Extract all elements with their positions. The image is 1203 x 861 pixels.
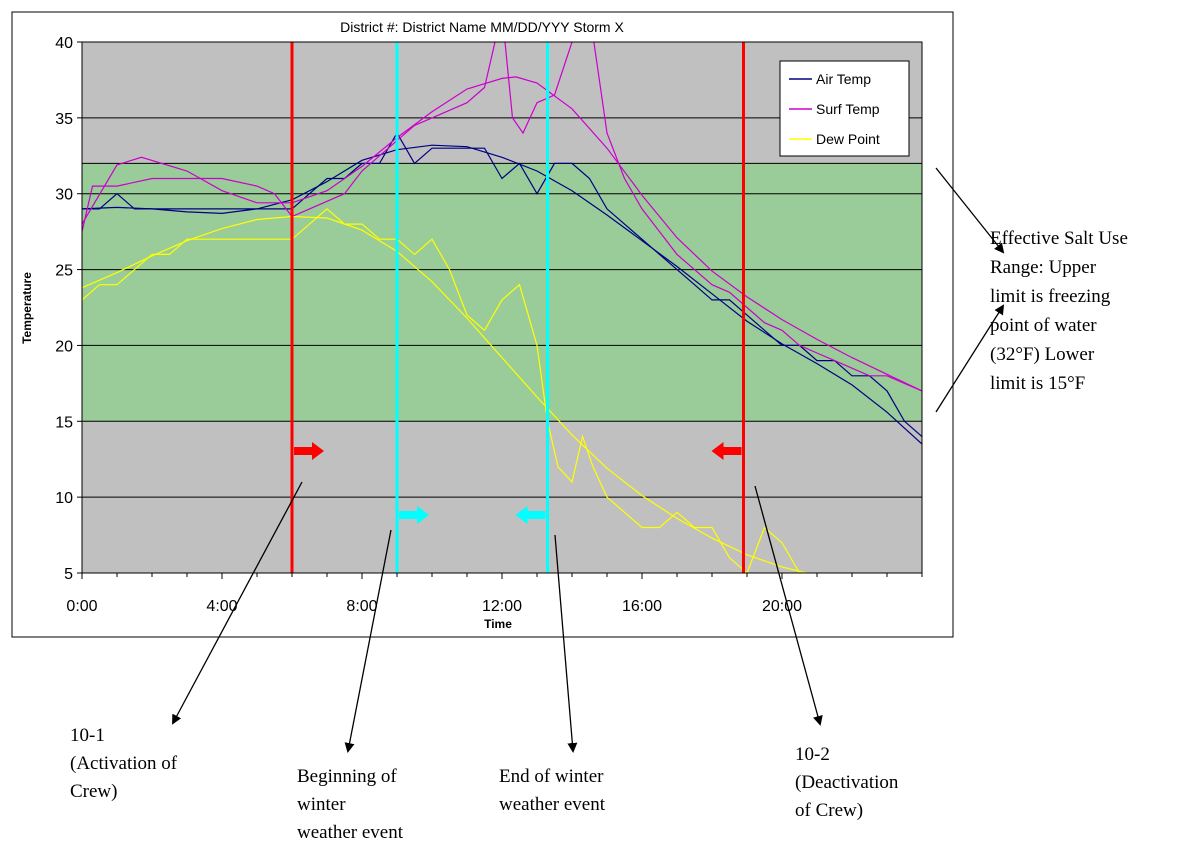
x-tick-label: 4:00 [206, 598, 237, 615]
annotation-deactivation: 10-2 (Deactivation of Crew) [795, 744, 903, 821]
annotation-activation: 10-1 (Activation of Crew) [70, 725, 182, 802]
arrow-activation [172, 481, 303, 725]
series-surf-temp-trend [82, 76, 922, 392]
annotation-salt-line: limit is 15°F [990, 373, 1085, 394]
x-tick-label: 8:00 [346, 598, 377, 615]
arrow-salt-lower [935, 304, 1005, 413]
annotation-salt-line: Range: Upper [990, 257, 1097, 278]
y-tick-label: 30 [55, 187, 73, 204]
annotation-arrows [172, 167, 1005, 753]
effective-salt-band [82, 163, 922, 422]
annotation-deactivation-line: 10-2 [795, 744, 830, 765]
event-markers [290, 42, 745, 573]
annotation-beginning-line: winter [297, 794, 346, 815]
event-arrow [515, 506, 546, 524]
x-tick-label: 12:00 [482, 598, 522, 615]
legend-label-air-temp: Air Temp [816, 71, 871, 87]
salt-range-band [82, 163, 922, 422]
y-tick-label: 15 [55, 414, 73, 431]
y-tick-label: 40 [55, 35, 73, 52]
y-tick-label: 20 [55, 338, 73, 355]
annotation-beginning: Beginning of winter weather event [297, 766, 404, 843]
arrow-salt-upper [935, 167, 1005, 254]
legend-label-dew-point: Dew Point [816, 131, 880, 147]
annotation-deactivation-line: of Crew) [795, 800, 863, 821]
x-tick-label: 20:00 [762, 598, 802, 615]
series-dew-point [82, 208, 801, 573]
annotation-activation-line: 10-1 [70, 725, 105, 746]
series-air-temp [82, 131, 922, 437]
x-axis-title: Time [484, 617, 512, 631]
annotation-deactivation-line: (Deactivation [795, 772, 899, 793]
annotation-end-line: weather event [499, 794, 606, 815]
y-axis-title: Temperature [20, 272, 34, 344]
event-arrow [294, 442, 324, 460]
annotation-beginning-line: Beginning of [297, 766, 397, 787]
event-arrow [399, 506, 429, 524]
annotation-salt-line: limit is freezing [990, 286, 1111, 307]
legend: Air Temp Surf Temp Dew Point [779, 60, 910, 157]
event-arrow [711, 442, 742, 460]
y-tick-label: 10 [55, 490, 73, 507]
y-tick-label: 5 [64, 566, 73, 583]
annotation-end-line: End of winter [499, 766, 604, 787]
series-dew-point-trend [82, 215, 807, 573]
arrow-beginning [344, 529, 392, 753]
y-tick-label: 35 [55, 111, 73, 128]
annotation-salt-range: Effective Salt Use Range: Upper limit is… [990, 228, 1133, 394]
annotation-salt-line: Effective Salt Use [990, 228, 1128, 249]
arrow-end [554, 534, 578, 753]
legend-label-surf-temp: Surf Temp [816, 101, 880, 117]
series-air-temp-trend [82, 144, 922, 445]
annotation-activation-line: (Activation of [70, 753, 178, 774]
annotation-salt-line: (32°F) Lower [990, 344, 1095, 365]
axes: 5 10 15 20 25 30 35 40 0:00 4:00 8:00 12:00 16:00 20:… [55, 35, 923, 615]
y-tick-label: 25 [55, 263, 73, 280]
annotation-salt-line: point of water [990, 315, 1097, 336]
annotation-beginning-line: weather event [297, 822, 404, 843]
chart-title: District #: District Name MM/DD/YYY Stor… [340, 19, 624, 35]
x-tick-label: 0:00 [66, 598, 97, 615]
arrow-deactivation [754, 485, 823, 726]
series-surf-temp [82, 42, 922, 392]
x-tick-label: 16:00 [622, 598, 662, 615]
annotation-activation-line: Crew) [70, 781, 117, 802]
annotation-end: End of winter weather event [499, 766, 608, 815]
series-lines [82, 42, 922, 573]
